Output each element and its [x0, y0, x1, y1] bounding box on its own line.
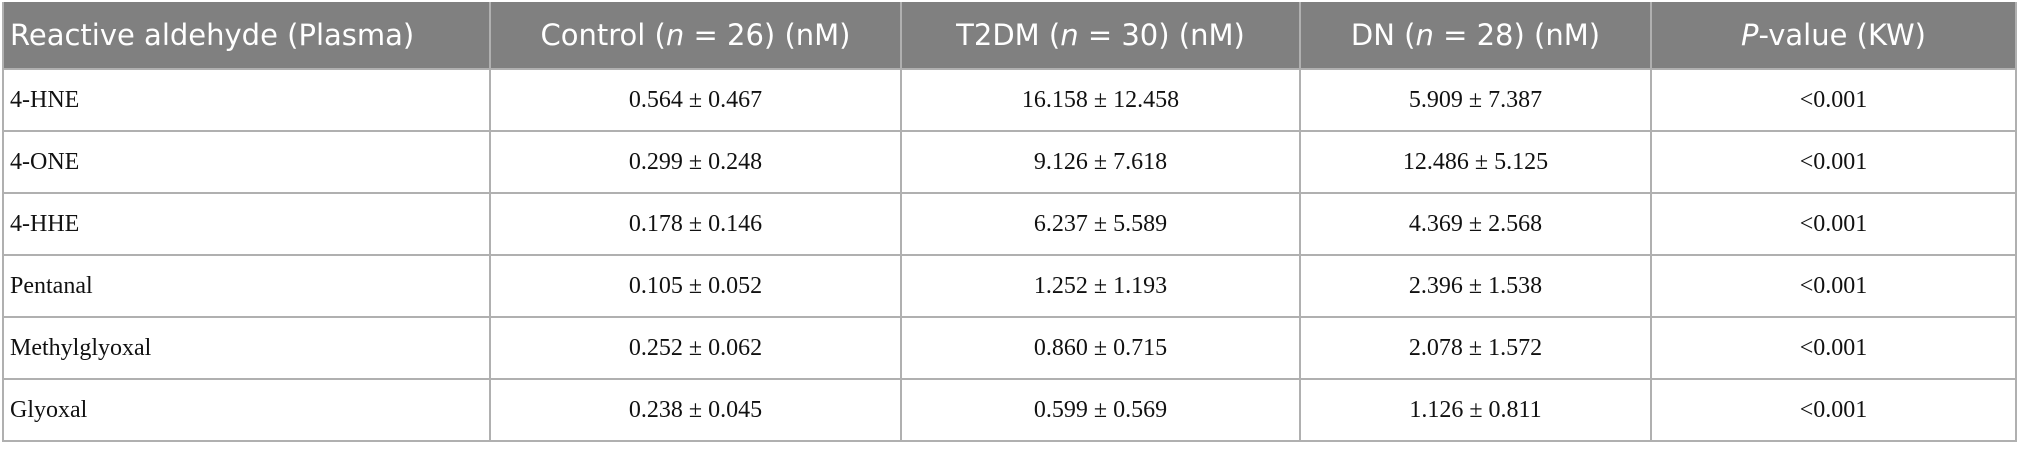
table-cell: <0.001	[1650, 68, 2017, 132]
table-row: Glyoxal 0.238 ± 0.045 0.599 ± 0.569 1.126 ±…	[2, 378, 2017, 442]
header-cell: DN (n = 28) (nM)	[1299, 2, 1652, 70]
table-cell: 0.238 ± 0.045	[489, 378, 902, 442]
table-cell: 2.396 ± 1.538	[1299, 254, 1652, 318]
table-cell: 2.078 ± 1.572	[1299, 316, 1652, 380]
header-text: = 30) (nM)	[1078, 18, 1245, 52]
table-cell: 0.105 ± 0.052	[489, 254, 902, 318]
row-label: 4-ONE	[2, 130, 491, 194]
header-cell: Reactive aldehyde (Plasma)	[2, 2, 491, 70]
table-cell: 5.909 ± 7.387	[1299, 68, 1652, 132]
header-text: = 28) (nM)	[1433, 18, 1601, 52]
table-row: 4-HHE 0.178 ± 0.146 6.237 ± 5.589 4.369 ± 2…	[2, 192, 2017, 256]
header-text: = 26) (nM)	[684, 18, 851, 52]
header-italic-text: n	[1060, 18, 1079, 52]
header-text: -value (KW)	[1758, 18, 1926, 52]
table-cell: 1.252 ± 1.193	[900, 254, 1301, 318]
table-cell: 0.599 ± 0.569	[900, 378, 1301, 442]
row-label: Glyoxal	[2, 378, 491, 442]
table-cell: 0.564 ± 0.467	[489, 68, 902, 132]
table-cell: <0.001	[1650, 192, 2017, 256]
table-cell: <0.001	[1650, 378, 2017, 442]
header-text: Reactive aldehyde (Plasma)	[10, 18, 415, 52]
header-cell: P-value (KW)	[1650, 2, 2017, 70]
table-body: 4-HNE 0.564 ± 0.467 16.158 ± 12.458 5.909 ±…	[2, 68, 2017, 442]
table-cell: <0.001	[1650, 130, 2017, 194]
table-cell: 0.252 ± 0.062	[489, 316, 902, 380]
header-text: T2DM (	[956, 18, 1061, 52]
table-row: 4-HNE 0.564 ± 0.467 16.158 ± 12.458 5.909 ±…	[2, 68, 2017, 132]
header-italic-text: P	[1741, 18, 1759, 52]
table-cell: 0.178 ± 0.146	[489, 192, 902, 256]
header-text: Control (	[540, 18, 666, 52]
table-cell: 6.237 ± 5.589	[900, 192, 1301, 256]
row-label: 4-HHE	[2, 192, 491, 256]
row-label: Methylglyoxal	[2, 316, 491, 380]
table-cell: 0.860 ± 0.715	[900, 316, 1301, 380]
row-label: Pentanal	[2, 254, 491, 318]
table-row: 4-ONE 0.299 ± 0.248 9.126 ± 7.618 12.486 ± …	[2, 130, 2017, 194]
header-row: Reactive aldehyde (Plasma) Control (n = 2…	[2, 2, 2017, 70]
header-cell: T2DM (n = 30) (nM)	[900, 2, 1301, 70]
table-header: Reactive aldehyde (Plasma) Control (n = 2…	[2, 2, 2017, 70]
table-cell: 16.158 ± 12.458	[900, 68, 1301, 132]
table-cell: <0.001	[1650, 316, 2017, 380]
header-italic-text: n	[665, 18, 685, 52]
table-row: Methylglyoxal 0.252 ± 0.062 0.860 ± 0.715 2…	[2, 316, 2017, 380]
table-cell: 12.486 ± 5.125	[1299, 130, 1652, 194]
row-label: 4-HNE	[2, 68, 491, 132]
header-cell: Control (n = 26) (nM)	[489, 2, 902, 70]
table-cell: 1.126 ± 0.811	[1299, 378, 1652, 442]
table-cell: <0.001	[1650, 254, 2017, 318]
table-cell: 4.369 ± 2.568	[1299, 192, 1652, 256]
table-cell: 9.126 ± 7.618	[900, 130, 1301, 194]
table-row: Pentanal 0.105 ± 0.052 1.252 ± 1.193 2.396 …	[2, 254, 2017, 318]
table-cell: 0.299 ± 0.248	[489, 130, 902, 194]
header-text: DN (	[1350, 18, 1416, 52]
header-italic-text: n	[1415, 18, 1434, 52]
data-table: Reactive aldehyde (Plasma) Control (n = 2…	[2, 2, 2017, 442]
